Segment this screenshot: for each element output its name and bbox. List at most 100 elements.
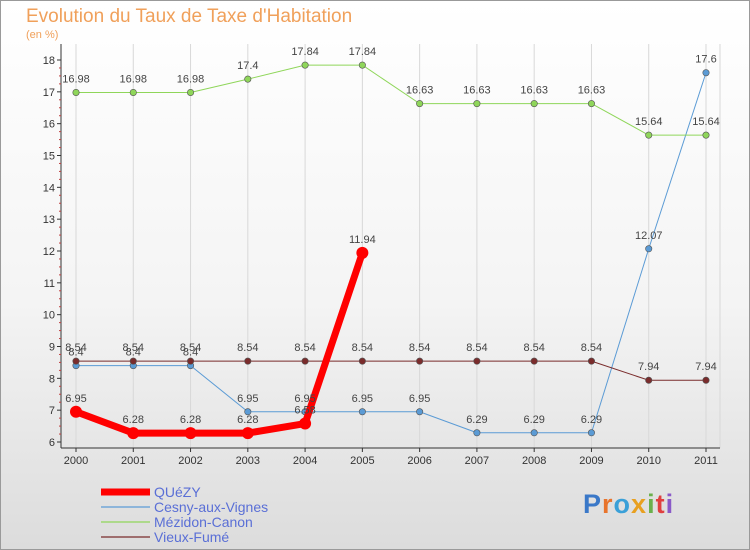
data-point-1 xyxy=(587,429,595,437)
data-label-3: 7.94 xyxy=(638,361,659,373)
data-label-1: 6.29 xyxy=(523,414,544,426)
x-tick-label: 2001 xyxy=(121,455,145,467)
data-point-2 xyxy=(129,88,137,96)
data-point-2 xyxy=(702,131,710,139)
x-tick-label: 2004 xyxy=(293,455,317,467)
proxiti-logo: Proxiti xyxy=(583,489,674,520)
chart-title: Evolution du Taux de Taxe d'Habitation xyxy=(26,6,353,27)
y-tick-label: 11 xyxy=(44,278,55,290)
data-label-2: 15.64 xyxy=(692,116,720,128)
data-label-0: 6.28 xyxy=(237,414,258,426)
data-label-1: 6.95 xyxy=(294,393,315,405)
series-line-3 xyxy=(75,360,707,381)
data-point-1 xyxy=(530,429,538,437)
logo-letter: o xyxy=(613,489,632,519)
data-point-1 xyxy=(244,408,252,416)
data-point-3 xyxy=(645,376,653,384)
data-label-3: 8.54 xyxy=(123,342,144,354)
data-point-2 xyxy=(301,61,309,69)
data-point-2 xyxy=(530,100,538,108)
y-tick-label: 9 xyxy=(49,342,55,354)
data-label-1: 6.29 xyxy=(466,414,487,426)
data-point-3 xyxy=(473,357,481,365)
data-label-1: 6.95 xyxy=(352,393,373,405)
data-label-3: 8.54 xyxy=(581,342,602,354)
data-label-3: 7.94 xyxy=(695,361,716,373)
data-point-0 xyxy=(184,427,197,440)
data-label-2: 16.98 xyxy=(120,73,148,85)
data-point-2 xyxy=(72,88,80,96)
data-labels: 6.95 6.28 6.28 6.28 6.58 11.94 8.4 8.4 8.4 6.95 6.… xyxy=(62,46,720,426)
data-label-1: 8.4 xyxy=(183,347,198,359)
y-tick-label: 6 xyxy=(49,437,55,449)
x-tick-label: 2003 xyxy=(236,455,260,467)
data-label-3: 8.54 xyxy=(294,342,315,354)
axes: 6 7 8 9 10 11 12 13 14 15 16 17 18 2000 2001 2002 2003 20… xyxy=(43,44,720,467)
data-point-3 xyxy=(187,357,195,365)
y-tick-label: 14 xyxy=(43,182,55,194)
data-label-2: 16.98 xyxy=(177,73,205,85)
logo-letter: P xyxy=(583,489,603,519)
data-point-0 xyxy=(241,427,254,440)
data-point-0 xyxy=(127,427,140,440)
data-label-2: 17.4 xyxy=(237,60,258,72)
y-tick-label: 8 xyxy=(49,373,55,385)
data-label-3: 8.54 xyxy=(523,342,544,354)
logo-letter: x xyxy=(631,489,648,519)
data-point-3 xyxy=(72,357,80,365)
data-point-3 xyxy=(702,376,710,384)
data-point-2 xyxy=(645,131,653,139)
data-point-3 xyxy=(244,357,252,365)
logo-letter: t xyxy=(655,489,666,519)
data-label-1: 17.6 xyxy=(695,54,716,66)
data-label-3: 8.54 xyxy=(180,342,201,354)
data-label-1: 6.95 xyxy=(409,393,430,405)
data-point-3 xyxy=(129,357,137,365)
legend: QUéZYCesny-aux-VignesMézidon-CanonVieux-… xyxy=(101,484,268,545)
data-point-2 xyxy=(187,88,195,96)
y-tick-label: 7 xyxy=(49,405,55,417)
x-tick-label: 2010 xyxy=(636,455,660,467)
x-tick-label: 2011 xyxy=(694,455,718,467)
data-label-2: 16.98 xyxy=(62,73,90,85)
data-point-3 xyxy=(416,357,424,365)
y-tick-label: 10 xyxy=(43,310,55,322)
data-point-0 xyxy=(70,405,82,418)
data-label-1: 8.4 xyxy=(126,347,141,359)
data-label-1: 8.4 xyxy=(68,347,83,359)
data-label-1: 6.29 xyxy=(581,414,602,426)
data-point-2 xyxy=(587,100,595,108)
data-label-2: 17.84 xyxy=(291,46,319,58)
x-tick-label: 2008 xyxy=(522,455,546,467)
data-label-3: 8.54 xyxy=(409,342,430,354)
x-tick-label: 2005 xyxy=(350,455,374,467)
series-line-0 xyxy=(72,249,366,437)
x-tick-label: 2000 xyxy=(64,455,88,467)
data-point-2 xyxy=(473,100,481,108)
legend-label-2: Mézidon-Canon xyxy=(154,514,253,530)
y-tick-label: 12 xyxy=(43,246,55,258)
data-point-2 xyxy=(416,100,424,108)
data-point-1 xyxy=(702,69,710,77)
data-point-1 xyxy=(473,429,481,437)
x-tick-label: 2007 xyxy=(465,455,489,467)
data-label-0: 6.28 xyxy=(123,414,144,426)
data-label-1: 6.95 xyxy=(237,393,258,405)
data-label-0: 6.95 xyxy=(65,393,86,405)
data-label-0: 6.28 xyxy=(180,414,201,426)
data-label-2: 16.63 xyxy=(463,85,491,97)
data-label-3: 8.54 xyxy=(466,342,487,354)
y-tick-label: 17 xyxy=(43,87,55,99)
data-point-0 xyxy=(299,417,312,430)
legend-label-3: Vieux-Fumé xyxy=(154,529,229,545)
data-point-1 xyxy=(416,408,424,416)
data-point-3 xyxy=(301,357,309,365)
series-line-1 xyxy=(75,72,707,434)
logo-letter: i xyxy=(665,489,675,519)
data-point-1 xyxy=(645,245,653,253)
data-point-2 xyxy=(358,61,366,69)
data-label-0: 6.58 xyxy=(294,405,315,417)
x-tick-label: 2009 xyxy=(579,455,603,467)
